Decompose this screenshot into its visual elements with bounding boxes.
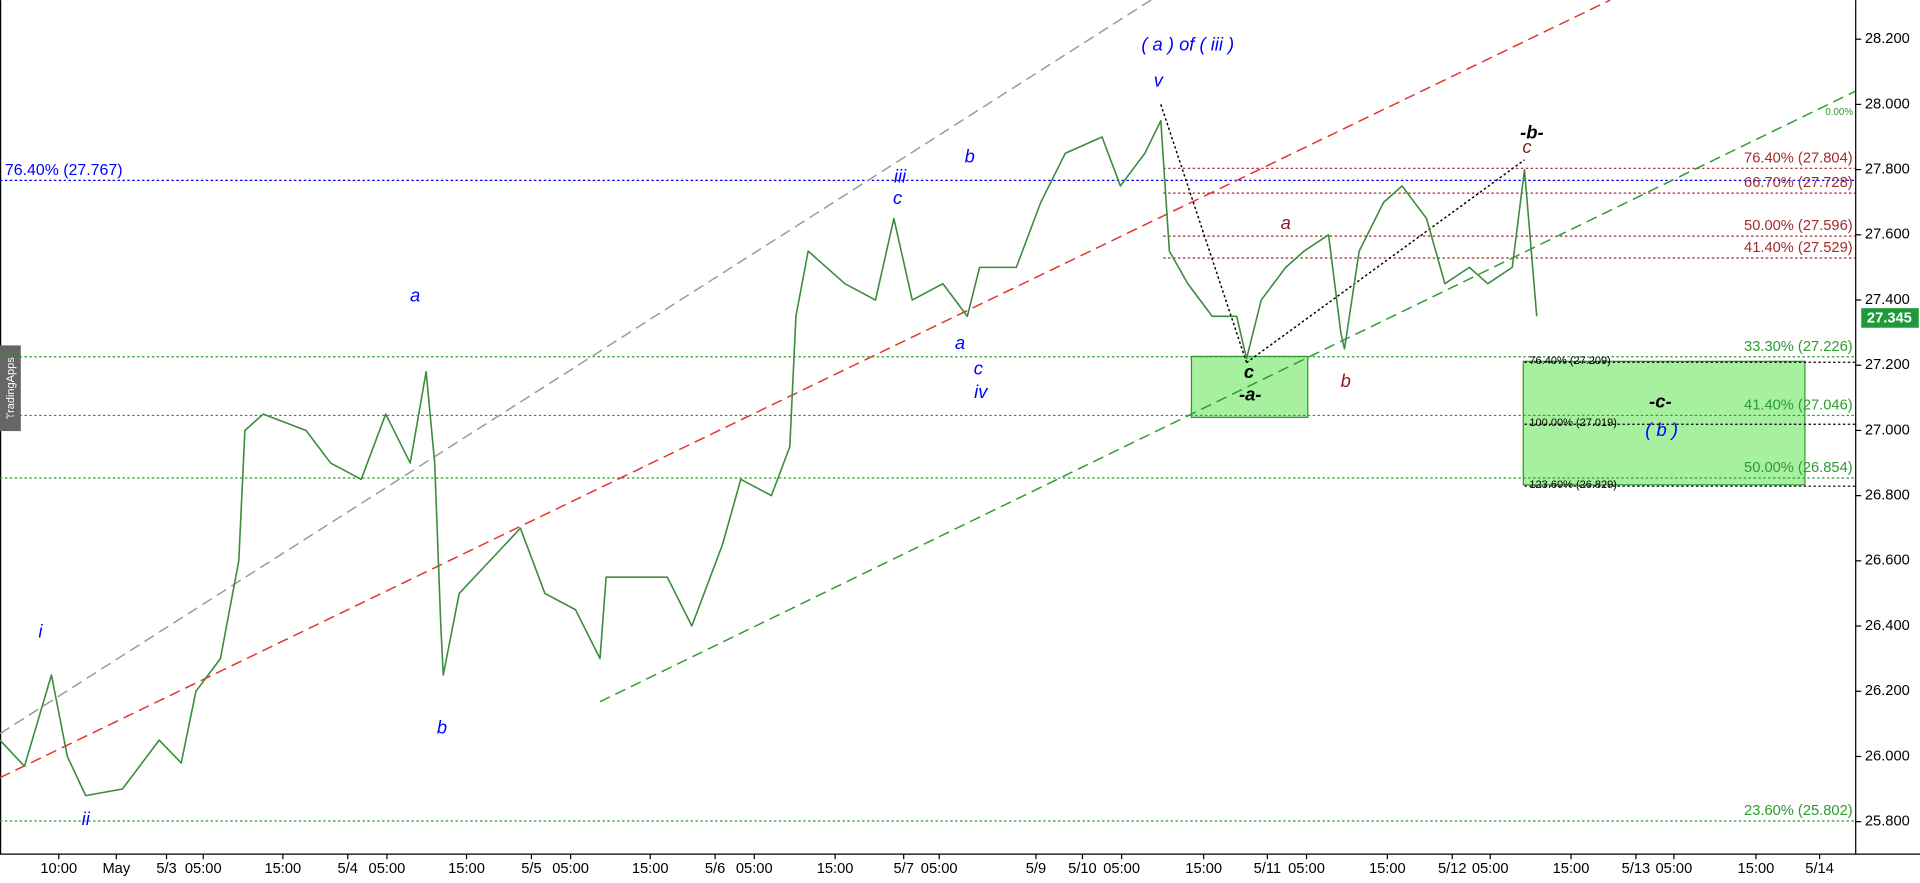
x-tick-label: 5/5 [521, 861, 541, 877]
x-tick-label: 5/14 [1805, 861, 1834, 877]
x-tick-label: 05:00 [185, 861, 222, 877]
x-tick-label: 05:00 [736, 861, 773, 877]
watermark-bg [0, 345, 21, 432]
y-tick-label: 26.400 [1865, 618, 1910, 634]
x-tick-label: 05:00 [369, 861, 406, 877]
x-tick-label: 05:00 [921, 861, 958, 877]
fib-label: 33.30% (27.226) [1744, 339, 1853, 355]
fib-label: 41.40% (27.529) [1744, 240, 1853, 256]
x-tick-label: 15:00 [448, 861, 485, 877]
wave-label: v [1154, 69, 1165, 90]
trend-line [0, 0, 1611, 779]
fib-label: 23.60% (25.802) [1744, 803, 1853, 819]
x-tick-label: 5/9 [1026, 861, 1046, 877]
x-tick-label: 5/11 [1254, 861, 1282, 877]
zone [1190, 355, 1309, 419]
x-tick-label: May [102, 861, 130, 877]
x-tick-label: 15:00 [1185, 861, 1222, 877]
y-tick-label: 27.200 [1865, 357, 1910, 373]
trend-line [1246, 159, 1525, 364]
x-tick-label: 05:00 [1472, 861, 1509, 877]
x-tick-label: 05:00 [1288, 861, 1325, 877]
y-tick-label: 25.800 [1865, 814, 1910, 830]
x-tick-label: 15:00 [817, 861, 854, 877]
x-tick-label: 5/6 [705, 861, 725, 877]
wave-label: c [974, 358, 983, 379]
wave-label: ( a ) of ( iii ) [1141, 34, 1234, 55]
wave-label: a [955, 332, 965, 353]
wave-label: ( b ) [1645, 419, 1678, 440]
wave-label: 0.00% [1825, 107, 1853, 118]
wave-label: b [437, 717, 447, 738]
fib-label: 76.40% (27.209) [1529, 355, 1610, 367]
price-line [0, 119, 1538, 797]
wave-label: c [893, 187, 902, 208]
fib-label: 123.60% (26.829) [1529, 479, 1617, 491]
x-tick-label: 15:00 [264, 861, 301, 877]
watermark-tab: TradingApps [0, 345, 21, 432]
wave-label: ii [82, 808, 91, 829]
x-tick-label: 15:00 [1738, 861, 1775, 877]
zone [1522, 360, 1806, 486]
wave-label: i [38, 620, 43, 641]
x-tick-label: 5/13 [1622, 861, 1651, 877]
trend-line [1160, 104, 1248, 363]
wave-label: iv [974, 381, 989, 402]
y-tick-label: 27.600 [1865, 227, 1910, 243]
y-tick-label: 28.200 [1865, 31, 1910, 47]
y-tick-label: 27.800 [1865, 161, 1910, 177]
x-tick-label: 15:00 [1369, 861, 1406, 877]
x-tick-label: 15:00 [1553, 861, 1590, 877]
wave-label: b [965, 146, 975, 167]
x-tick-label: 5/7 [893, 861, 913, 877]
x-tick-label: 5/10 [1068, 861, 1097, 877]
x-tick-label: 10:00 [40, 861, 77, 877]
last-price-label: 27.345 [1867, 310, 1912, 326]
x-tick-label: 05:00 [1655, 861, 1692, 877]
y-tick-label: 28.000 [1865, 96, 1910, 112]
y-tick-label: 26.800 [1865, 488, 1910, 504]
fib-label: 41.40% (27.046) [1744, 398, 1853, 414]
y-tick-label: 27.000 [1865, 422, 1910, 438]
fib-label: 76.40% (27.804) [1744, 150, 1853, 166]
watermark: TradingApps [5, 357, 17, 420]
y-tick-label: 26.000 [1865, 748, 1910, 764]
fib-label: 76.40% (27.767) [5, 162, 123, 179]
wave-label: -b- [1520, 122, 1543, 143]
x-tick-label: 05:00 [1103, 861, 1140, 877]
wave-label: a [410, 285, 420, 306]
wave-label: c [1522, 136, 1531, 157]
x-tick-label: 5/4 [338, 861, 358, 877]
last-price-badge [1861, 308, 1919, 328]
trend-line [0, 0, 1152, 735]
wave-label: b [1341, 370, 1351, 391]
wave-label: c [1244, 361, 1254, 382]
fib-label: 50.00% (26.854) [1744, 460, 1853, 476]
trend-line [599, 90, 1856, 703]
x-tick-label: 5/12 [1438, 861, 1467, 877]
y-tick-label: 27.400 [1865, 292, 1910, 308]
y-tick-label: 26.200 [1865, 683, 1910, 699]
wave-label: -c- [1649, 391, 1671, 412]
wave-label: -a- [1239, 383, 1261, 404]
y-tick-label: 26.600 [1865, 553, 1910, 569]
x-tick-label: 15:00 [632, 861, 669, 877]
fib-label: 66.70% (27.728) [1744, 175, 1853, 191]
fib-label: 50.00% (27.596) [1744, 218, 1853, 234]
fib-label: 100.00% (27.019) [1529, 417, 1617, 429]
x-tick-label: 5/3 [156, 861, 176, 877]
wave-label: iii [894, 165, 907, 186]
x-tick-label: 05:00 [552, 861, 589, 877]
wave-label: a [1281, 212, 1291, 233]
